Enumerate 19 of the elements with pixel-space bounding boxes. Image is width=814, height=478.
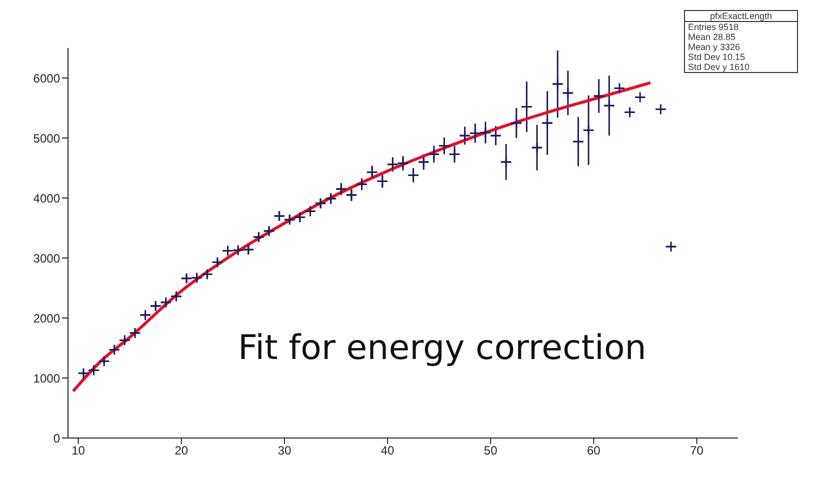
annotation: Std Dev y 1610 [687, 62, 751, 72]
y-tick-label: 2000 [33, 311, 60, 326]
stats-box: pfxExactLength Entries 9518 Mean 28.85 Mean y 3326 Std Dev 10.15 Std Dev y 1610 [684, 10, 798, 73]
y-tick-label: 4000 [33, 191, 60, 206]
x-tick-label: 40 [380, 444, 395, 458]
x-tick-label: 70 [690, 444, 704, 458]
x-tick-label: 10 [72, 444, 86, 458]
y-tick-label: 0 [53, 431, 60, 446]
y-tick-label: 6000 [33, 71, 60, 86]
y-tick-label: 3000 [33, 251, 60, 266]
y-tick-label: 5000 [33, 131, 60, 146]
annotation: Std Dev 10.15 [687, 52, 746, 62]
x-tick-label: 50 [484, 444, 498, 458]
x-tick-label: 20 [174, 444, 188, 458]
annotation: Fit for energy correction [238, 328, 646, 368]
x-tick-label: 30 [278, 444, 292, 458]
y-tick-label: 1000 [33, 371, 60, 386]
annotation: Mean y 3326 [687, 42, 742, 52]
x-tick-label: 60 [587, 444, 601, 458]
